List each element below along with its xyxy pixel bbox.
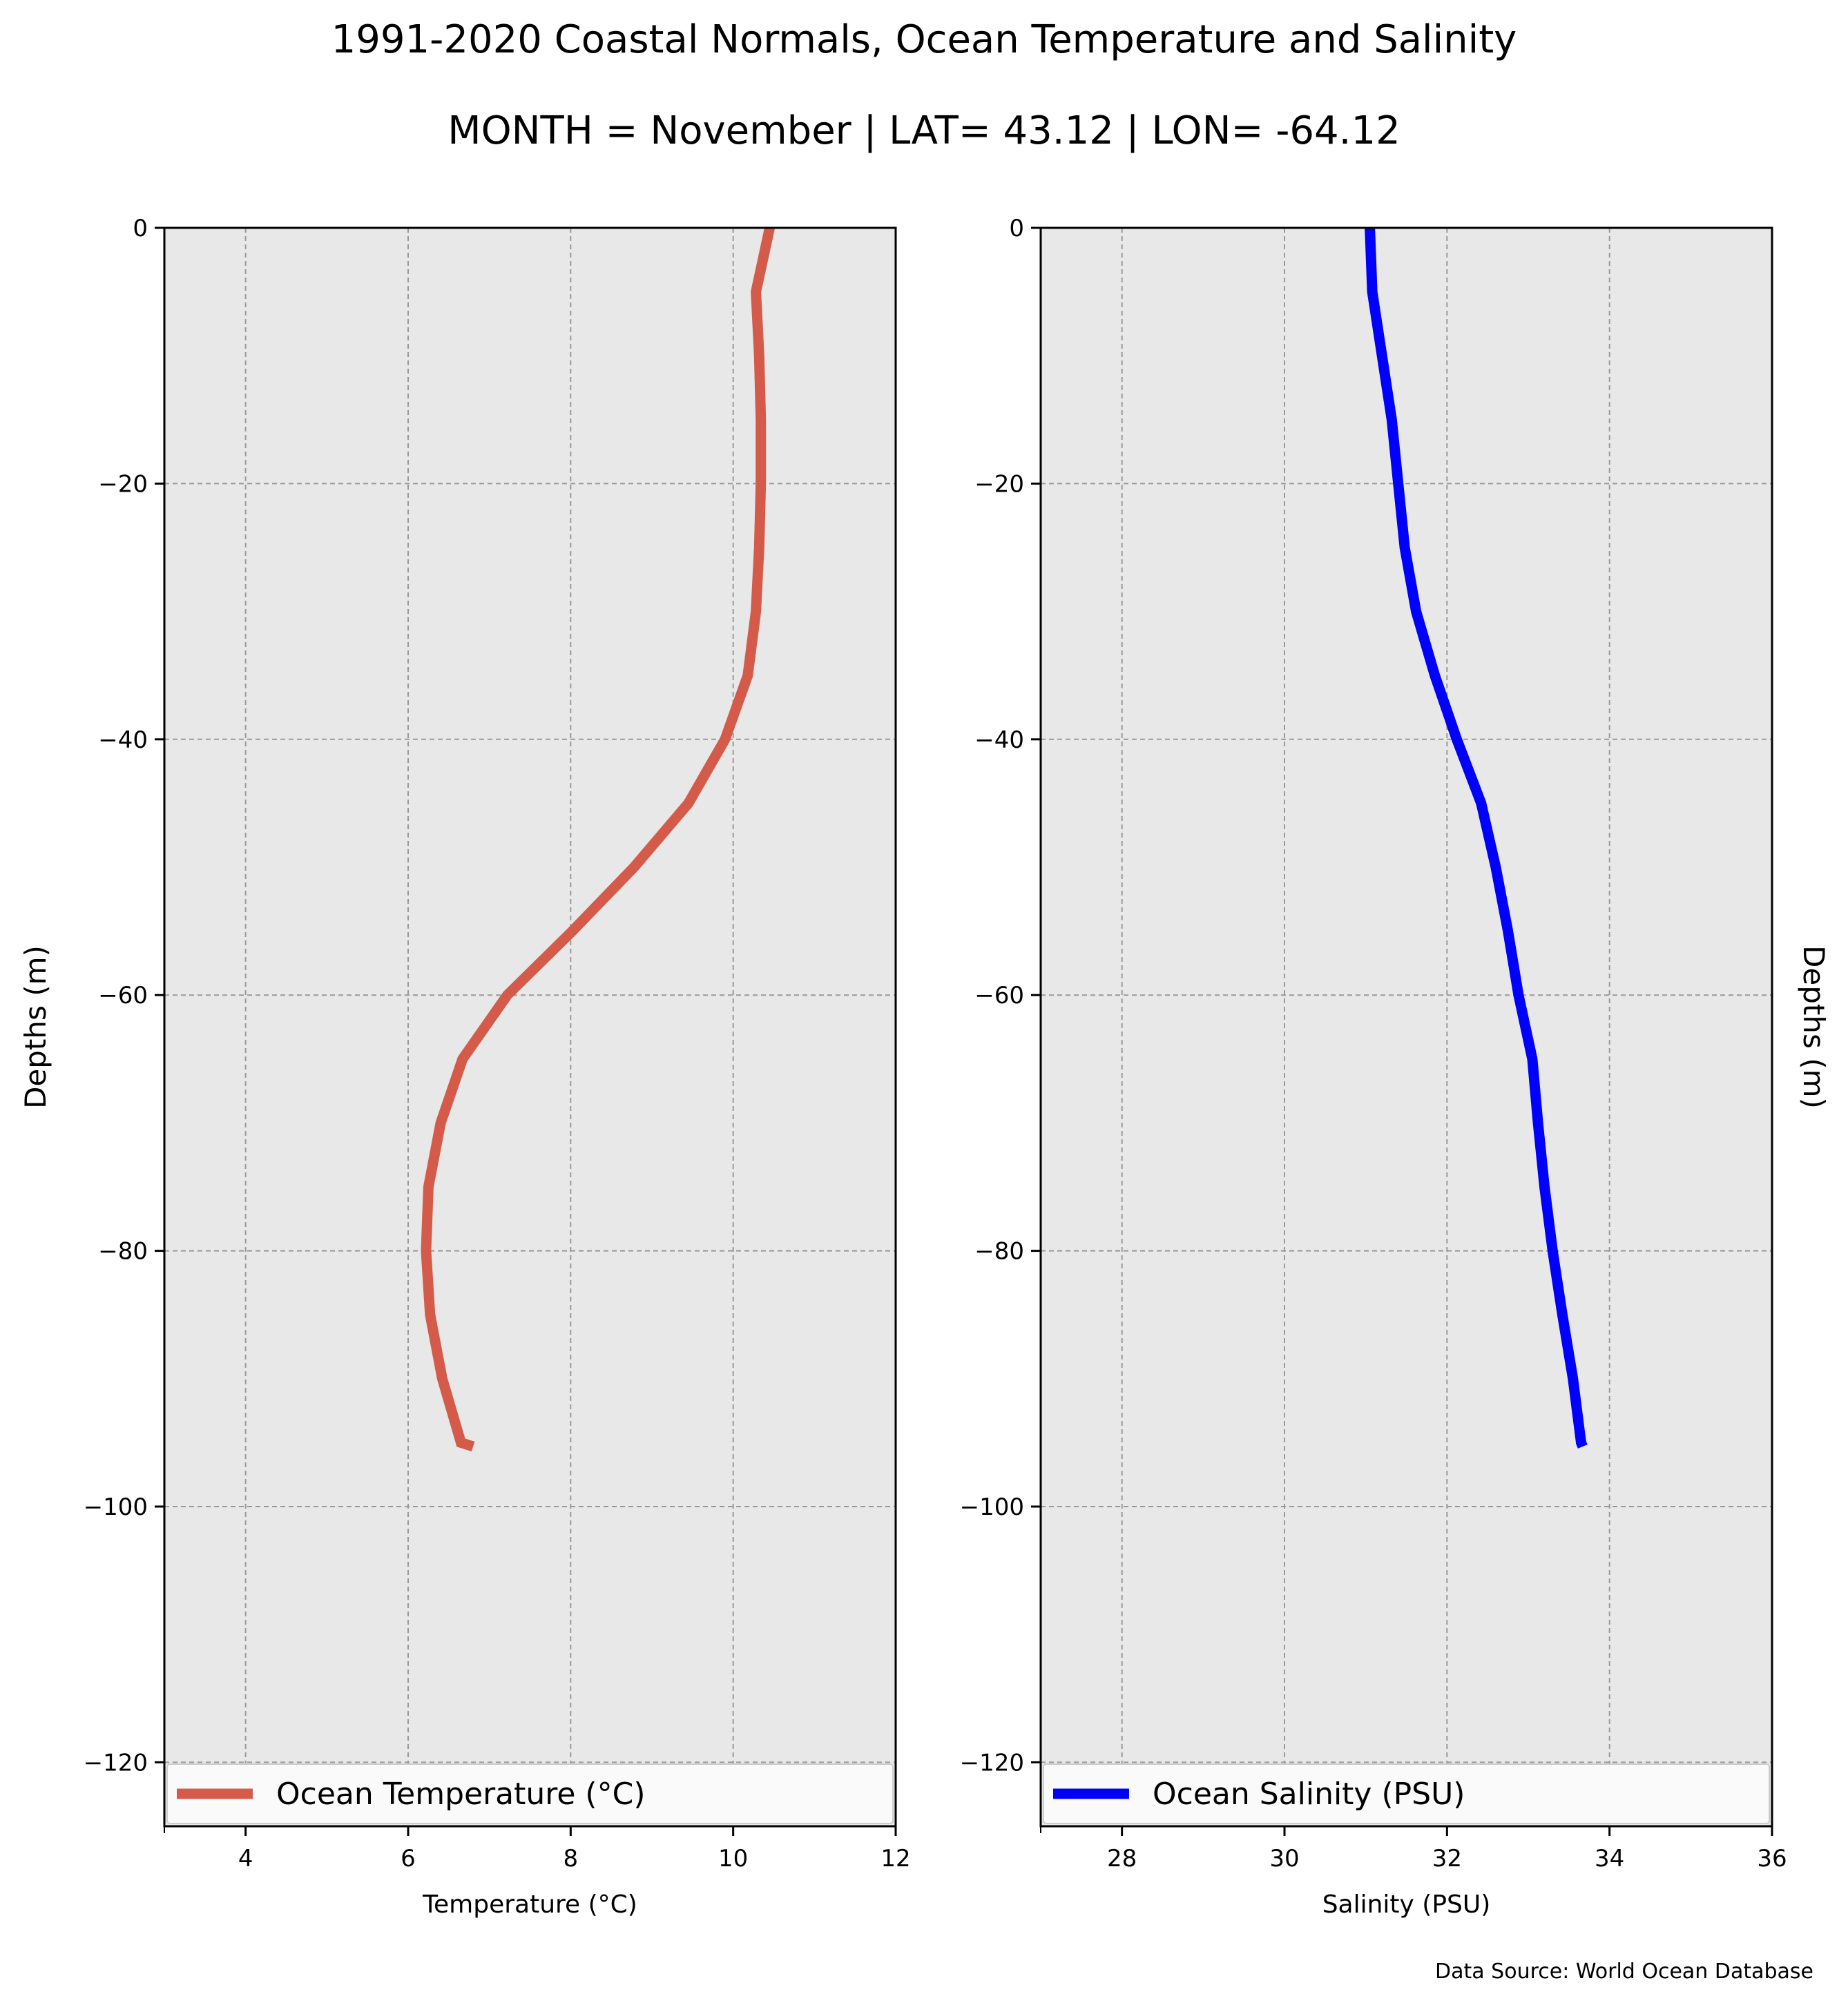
series-line-1 (1365, 227, 1588, 1449)
x-tick-label: 32 (1432, 1845, 1462, 1873)
y-tick-label: −80 (98, 1238, 148, 1266)
x-tick-label: 30 (1269, 1845, 1299, 1873)
x-tick-label: 12 (880, 1845, 910, 1873)
x-tick-label: 36 (1757, 1845, 1787, 1873)
x-axis-label: Temperature (°C) (422, 1890, 637, 1919)
chart-subtitle: MONTH = November | LAT= 43.12 | LON= -64… (447, 108, 1401, 153)
y-tick-label: −60 (974, 982, 1024, 1009)
y-tick-label: −60 (98, 982, 148, 1009)
y-axis-label: Depths (m) (1797, 945, 1831, 1109)
legend-label: Ocean Salinity (PSU) (1153, 1777, 1465, 1812)
x-tick-label: 4 (238, 1845, 253, 1873)
plot-background (164, 228, 896, 1826)
y-tick-label: −80 (974, 1238, 1024, 1266)
y-tick-label: −100 (84, 1493, 148, 1521)
data-source-note: Data Source: World Ocean Database (1435, 1960, 1813, 1984)
y-tick-label: −120 (960, 1749, 1024, 1777)
y-tick-label: −20 (98, 470, 148, 498)
x-axis-label: Salinity (PSU) (1322, 1890, 1491, 1919)
y-tick-label: 0 (133, 215, 148, 242)
x-tick-label: 6 (401, 1845, 416, 1873)
plot-frame (1039, 226, 1773, 1828)
panel-1: 4 6 8 10 12 0 −20 −40 −60 −80 −100 −120 Temperature … (19, 215, 911, 1919)
y-tick-label: −100 (960, 1493, 1024, 1521)
y-tick-label: −20 (974, 470, 1024, 498)
legend-box (1043, 1763, 1770, 1824)
legend: Ocean Temperature (°C) (166, 1763, 894, 1824)
legend: Ocean Salinity (PSU) (1043, 1763, 1770, 1824)
y-tick-label: 0 (1009, 215, 1024, 242)
x-tick-label: 8 (564, 1845, 579, 1873)
x-tick-label: 28 (1107, 1845, 1137, 1873)
legend-box (166, 1763, 894, 1824)
panel-2: 28 30 32 34 36 0 −20 −40 −60 −80 −100 −120 Salinity … (960, 215, 1831, 1919)
series-line-1 (421, 226, 775, 1452)
plot-frame (163, 226, 897, 1828)
legend-label: Ocean Temperature (°C) (276, 1777, 646, 1812)
y-tick-label: −40 (974, 726, 1024, 754)
x-tick-label: 34 (1595, 1845, 1624, 1873)
x-tick-label: 10 (718, 1845, 748, 1873)
plot-background (1041, 228, 1772, 1826)
y-tick-label: −40 (98, 726, 148, 754)
chart-title: 1991-2020 Coastal Normals, Ocean Tempera… (331, 17, 1517, 62)
y-tick-label: −120 (84, 1749, 148, 1777)
y-axis-label: Depths (m) (19, 945, 52, 1109)
